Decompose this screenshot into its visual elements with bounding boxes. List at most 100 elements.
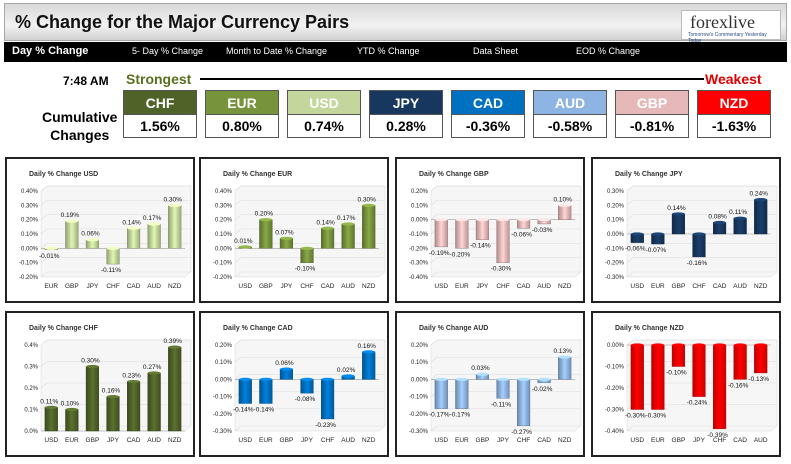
y-tick-label: 0.3%	[24, 365, 38, 371]
cumulative-label-line1: Cumulative	[42, 109, 118, 125]
tab-ytd-change[interactable]: YTD % Change	[357, 46, 420, 56]
currency-box-aud: AUD -0.58%	[533, 90, 607, 138]
x-tick-label: CAD	[713, 283, 727, 290]
y-tick-label: 0.00%	[215, 246, 233, 252]
currency-box-chf: CHF 1.56%	[123, 90, 197, 138]
bar-cap	[106, 395, 120, 399]
y-tick-label: -0.30%	[409, 261, 429, 267]
bar-cap	[86, 238, 99, 242]
x-tick-label: JPY	[280, 283, 293, 290]
bar-chart: Daily % Change GBP-0.40%-0.30%-0.20%-0.1…	[409, 171, 582, 290]
bar-value-label: -0.11%	[101, 267, 121, 274]
chart-title: Daily % Change USD	[29, 171, 98, 178]
gridline-depth	[234, 408, 242, 414]
x-tick-label: USD	[434, 283, 448, 290]
y-tick-label: 0.10%	[411, 360, 429, 366]
x-tick-label: GBP	[65, 283, 79, 290]
bar-value-label: 0.08%	[708, 214, 727, 221]
bar-value-label: 0.30%	[357, 196, 376, 203]
bar-cap	[434, 377, 448, 381]
bar	[65, 409, 79, 432]
bar-cap	[713, 343, 726, 347]
bar-cap	[300, 377, 314, 381]
x-tick-label: CHF	[517, 437, 530, 444]
bar	[147, 223, 161, 249]
gridline-depth	[626, 243, 634, 249]
bar	[320, 379, 335, 420]
bar-cap	[455, 218, 469, 222]
x-tick-label: CHF	[713, 437, 726, 444]
gridline-depth	[234, 271, 242, 278]
currency-code: NZD	[698, 91, 770, 115]
bar	[65, 220, 79, 249]
y-tick-label: 0.00%	[215, 377, 233, 383]
bar-value-label: 0.10%	[61, 401, 80, 408]
x-tick-label: GBP	[259, 283, 273, 290]
y-tick-label: 0.20%	[411, 189, 429, 195]
gridline-depth	[626, 339, 634, 346]
bar-value-label: -0.08%	[295, 396, 316, 403]
x-tick-label: CHF	[496, 283, 509, 290]
x-tick-label: GBP	[672, 283, 686, 290]
gridline-depth	[40, 214, 48, 220]
x-tick-label: JPY	[301, 437, 314, 444]
bar-cap	[713, 220, 726, 225]
bar-value-label: -0.06%	[625, 246, 646, 253]
bar-value-label: 0.16%	[102, 388, 121, 395]
tab-day-change[interactable]: Day % Change	[12, 45, 89, 57]
bar-cap	[558, 355, 572, 359]
bar-cap	[754, 198, 768, 202]
bar-value-label: -0.17%	[429, 412, 450, 419]
logo-text: forexlive	[690, 12, 755, 32]
bar-chart: Daily % Change CAD -0.30% -0.20% -0.10% 0.00…	[213, 325, 386, 444]
bar	[712, 344, 727, 430]
currency-box-jpy: JPY 0.28%	[369, 90, 443, 138]
y-tick-label: 0.20%	[215, 218, 233, 224]
gridline-depth	[234, 200, 242, 206]
bar-cap	[341, 222, 355, 226]
y-tick-label: -0.10%	[213, 395, 233, 401]
bar-cap	[630, 343, 644, 347]
bar-value-label: -0.06%	[511, 231, 532, 238]
x-tick-label: CAD	[321, 283, 335, 290]
time-stamp: 7:48 AM	[63, 74, 109, 88]
bar-cap	[147, 371, 161, 375]
y-tick-label: 0.40%	[215, 189, 233, 195]
y-tick-label: 0.00%	[21, 246, 39, 252]
bar-value-label: -0.16%	[728, 382, 749, 389]
gridline-depth	[626, 185, 634, 192]
x-tick-label: GBP	[86, 437, 100, 444]
x-tick-label: USD	[630, 437, 644, 444]
bar-cap	[455, 377, 469, 381]
forexlive-logo[interactable]: forexlive Tomorrow's Commentary Yesterda…	[681, 10, 781, 44]
x-tick-label: EUR	[651, 437, 665, 444]
bar-cap	[651, 343, 665, 347]
tab-5-day-change[interactable]: 5- Day % Change	[132, 46, 204, 56]
bar	[496, 379, 510, 399]
bar-cap	[127, 226, 140, 230]
x-tick-label: GBP	[280, 437, 294, 444]
bar-cap	[733, 216, 747, 220]
gridline-depth	[430, 185, 438, 192]
y-tick-label: -0.20%	[409, 412, 429, 418]
bar-value-label: 0.06%	[81, 231, 100, 238]
bar	[168, 205, 182, 249]
bar-cap	[341, 374, 355, 378]
bar-cap	[44, 405, 58, 409]
y-tick-label: 0.00%	[607, 232, 625, 238]
bar-value-label: -0.01%	[39, 253, 60, 260]
bar-value-label: 0.14%	[316, 219, 335, 226]
currency-cumulative-value: 0.74%	[304, 118, 344, 134]
bar-value-label: -0.23%	[315, 422, 336, 429]
y-tick-label: 0.0%	[24, 429, 38, 435]
gridline-depth	[626, 271, 634, 278]
tab-data-sheet[interactable]: Data Sheet	[473, 46, 519, 56]
bar-value-label: -0.24%	[687, 400, 708, 407]
bar-value-label: -0.14%	[470, 243, 491, 250]
tab-month-to-date-change[interactable]: Month to Date % Change	[226, 46, 328, 56]
tab-eod-change[interactable]: EOD % Change	[576, 46, 641, 56]
chart-panel-nzd: Daily % Change NZD -0.40% -0.30% -0.20% -0.1…	[591, 311, 781, 457]
chart-title: Daily % Change GBP	[419, 171, 489, 178]
bar	[362, 205, 376, 249]
gridline-depth	[430, 339, 438, 346]
